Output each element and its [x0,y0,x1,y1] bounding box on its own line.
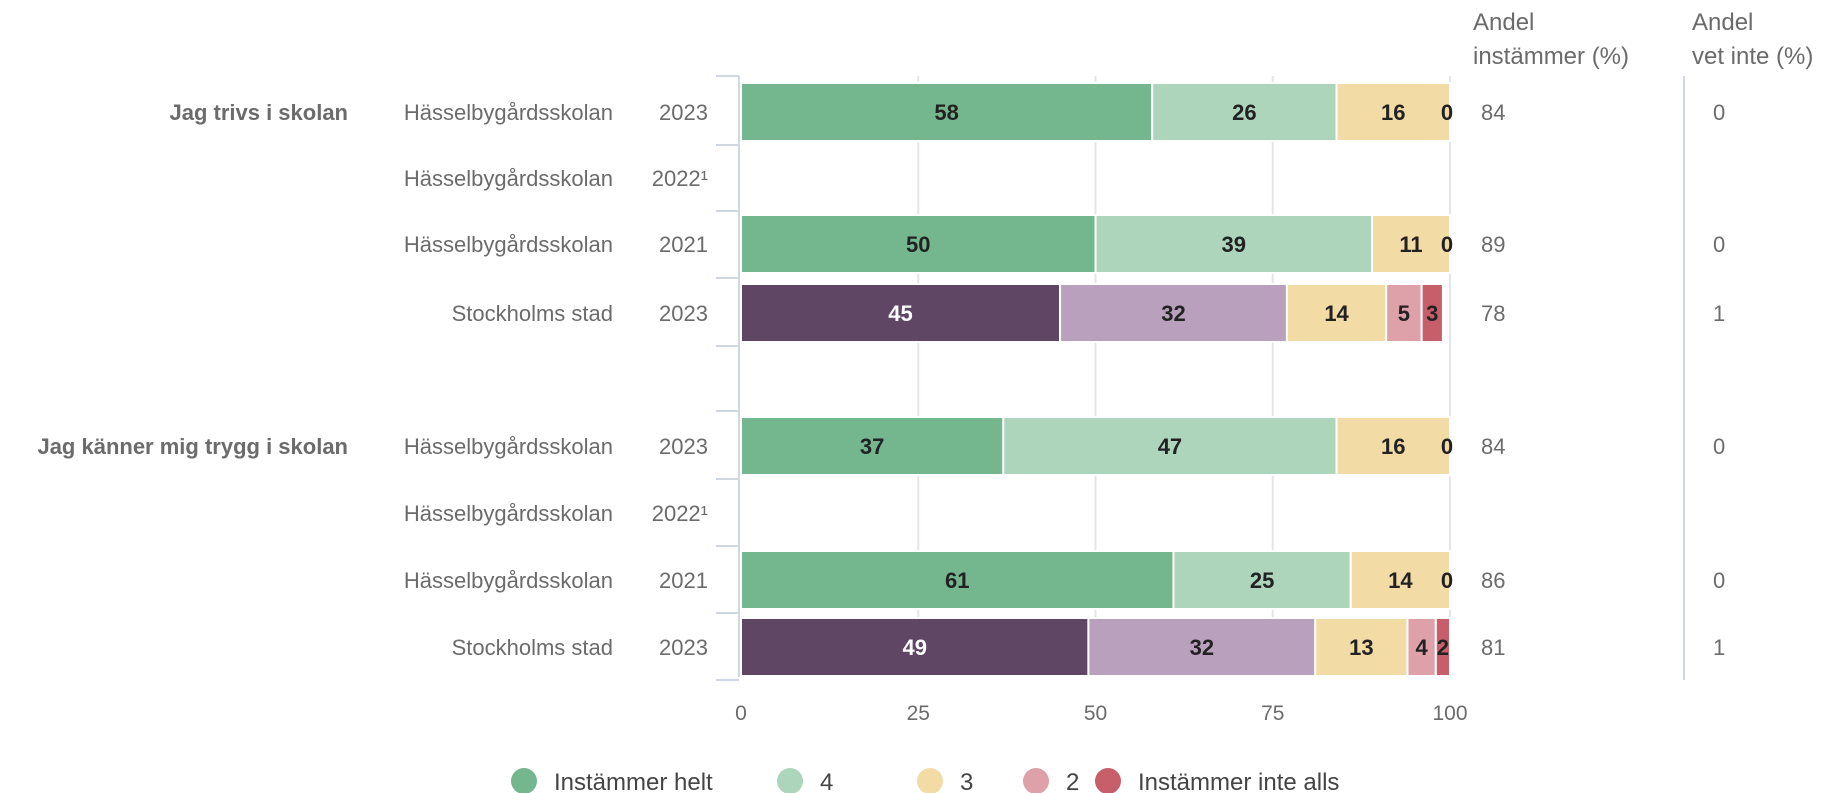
row-unit-label: Stockholms stad [452,301,613,326]
question-label: Jag trivs i skolan [169,100,348,125]
x-tick-label: 0 [735,702,747,725]
bar-value-label: 45 [888,301,912,326]
bar-value-label: 47 [1158,434,1182,459]
row-unit-label: Hässelbygårdsskolan [404,100,613,125]
share-agree-value: 86 [1481,568,1505,593]
legend-swatch [777,768,803,793]
bar-value-label: 3 [1426,301,1438,326]
row-unit-label: Hässelbygårdsskolan [404,434,613,459]
bar-value-label: 16 [1381,434,1405,459]
share-unknown-value: 1 [1713,301,1725,326]
bar-segment [740,283,1062,343]
row-unit-label: Hässelbygårdsskolan [404,166,613,191]
share-unknown-value: 0 [1713,232,1725,257]
row-year-label: 2023 [659,100,708,125]
bar-value-label: 13 [1349,635,1373,660]
bar-segment [1335,82,1452,142]
bar-segment [1406,617,1437,677]
row-unit-label: Hässelbygårdsskolan [404,568,613,593]
legend-label: Instämmer inte alls [1138,769,1339,793]
row-year-label: 2023 [659,301,708,326]
row-year-label: 2021 [659,232,708,257]
bar-value-label: 14 [1324,301,1349,326]
legend-swatch [511,768,537,793]
row-unit-label: Stockholms stad [452,635,613,660]
bar-segment [1172,550,1352,610]
share-agree-value: 81 [1481,635,1505,660]
bar-value-label: 37 [860,434,884,459]
bar-value-label: 32 [1161,301,1185,326]
share-unknown-value: 0 [1713,434,1725,459]
share-unknown-header-line1: Andel [1692,9,1753,36]
bar-value-label: 49 [902,635,926,660]
legend-label: 4 [820,769,833,793]
share-unknown-value: 0 [1713,100,1725,125]
bar-segment [1434,617,1451,677]
legend-swatch [1095,768,1121,793]
share-agree-header-line1: Andel [1473,9,1534,36]
bar-segment [740,416,1005,476]
bar-segment [1059,283,1288,343]
row-unit-label: Hässelbygårdsskolan [404,501,613,526]
x-tick-label: 25 [907,702,930,725]
bar-value-label: 61 [945,568,969,593]
bar-value-label: 2 [1437,635,1449,660]
bar-value-label: 32 [1190,635,1214,660]
bar-value-label: 11 [1399,232,1422,257]
legend-label: 2 [1066,769,1079,793]
share-unknown-value: 1 [1713,635,1725,660]
legend-swatch [1023,768,1049,793]
share-agree-value: 78 [1481,301,1505,326]
share-unknown-header-line2: vet inte (%) [1692,43,1813,70]
share-unknown-value: 0 [1713,568,1725,593]
bar-segment [740,550,1175,610]
row-year-label: 2023 [659,434,708,459]
bar-value-label: 0 [1441,568,1453,593]
row-unit-label: Hässelbygårdsskolan [404,232,613,257]
question-label: Jag känner mig trygg i skolan [37,434,348,459]
row-year-label: 2023 [659,635,708,660]
row-year-label: 2021 [659,568,708,593]
bar-segment [1151,82,1338,142]
bar-segment [1371,214,1452,274]
bar-value-label: 0 [1441,232,1453,257]
bar-segment [1385,283,1423,343]
bar-value-label: 16 [1381,100,1405,125]
share-agree-header-line2: instämmer (%) [1473,43,1629,70]
x-tick-label: 100 [1432,702,1467,725]
bar-value-label: 14 [1388,568,1413,593]
bar-segment [1087,617,1317,677]
bar-value-label: 4 [1416,635,1429,660]
bar-value-label: 0 [1441,100,1453,125]
bar-value-label: 26 [1232,100,1256,125]
x-tick-label: 75 [1261,702,1284,725]
legend-swatch [917,768,943,793]
share-agree-value: 89 [1481,232,1505,257]
legend-label: Instämmer helt [554,769,713,793]
row-year-label: 2022¹ [652,501,708,526]
x-tick-label: 50 [1084,702,1107,725]
bar-value-label: 25 [1250,568,1274,593]
bar-segment [1420,283,1444,343]
bar-segment [1094,214,1374,274]
row-year-label: 2022¹ [652,166,708,191]
bar-segment [1285,283,1388,343]
bar-value-label: 39 [1222,232,1246,257]
bar-segment [1349,550,1451,610]
bar-value-label: 5 [1398,301,1410,326]
share-agree-value: 84 [1481,434,1505,459]
bar-segment [1335,416,1452,476]
bar-value-label: 50 [906,232,930,257]
share-agree-value: 84 [1481,100,1505,125]
bar-value-label: 0 [1441,434,1453,459]
legend-label: 3 [960,769,973,793]
bar-segment [740,82,1154,142]
bar-value-label: 58 [934,100,958,125]
